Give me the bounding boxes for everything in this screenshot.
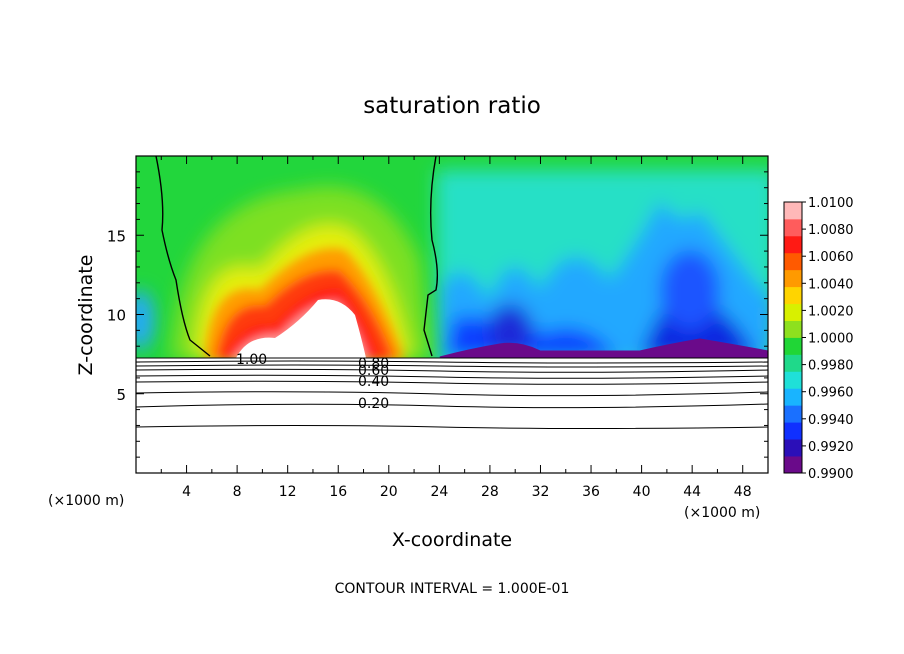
colorbar: 1.0100 1.0080 1.0060 1.0040 1.0020 1.0000 0.99…	[783, 196, 854, 482]
colorbar-swatch	[784, 456, 802, 474]
colorbar-label: 1.0100	[808, 196, 854, 211]
colorbar-label: 1.0060	[808, 250, 854, 265]
x-unit-left: (×1000 m)	[48, 493, 124, 509]
colorbar-swatch	[784, 218, 802, 237]
colorbar-swatch	[784, 371, 802, 389]
heatmap-field	[136, 156, 768, 473]
colorbar-label: 0.9940	[808, 413, 854, 428]
colorbar-label: 0.9920	[808, 440, 854, 455]
colorbar-swatch	[784, 422, 802, 440]
colorbar-swatch	[784, 354, 802, 372]
colorbar-label: 0.9900	[808, 467, 854, 482]
x-tick-label: 20	[380, 484, 398, 500]
colorbar-swatch	[784, 235, 802, 254]
colorbar-swatch	[784, 439, 802, 457]
x-tick-label: 24	[430, 484, 448, 500]
colorbar-swatch	[784, 202, 802, 220]
colorbar-swatch	[784, 303, 802, 321]
contour-label: 0.20	[358, 396, 389, 412]
x-tick-label: 48	[734, 484, 752, 500]
colorbar-swatch	[784, 320, 802, 338]
colorbar-swatch	[784, 405, 802, 423]
colorbar-label: 1.0000	[808, 332, 854, 347]
x-tick-label: 40	[633, 484, 651, 500]
y-tick-label: 10	[107, 307, 126, 325]
x-axis-label: X-coordinate	[392, 529, 512, 551]
x-tick-label: 8	[233, 484, 242, 500]
contour-label: 1.00	[236, 352, 267, 368]
colorbar-label: 0.9980	[808, 359, 854, 374]
x-unit-right: (×1000 m)	[684, 505, 760, 521]
x-axis-ticks: 4 8 12 16 20 24 28 32 36 40 44 48	[160, 156, 752, 500]
colorbar-swatch	[784, 388, 802, 406]
x-tick-label: 36	[582, 484, 600, 500]
colorbar-label: 1.0080	[808, 223, 854, 238]
x-tick-label: 32	[532, 484, 550, 500]
contour-label: 0.40	[358, 374, 389, 390]
colorbar-label: 0.9960	[808, 386, 854, 401]
contour-label: 0.80	[358, 356, 389, 372]
x-tick-label: 44	[683, 484, 701, 500]
colorbar-swatch	[784, 286, 802, 305]
x-tick-label: 16	[329, 484, 347, 500]
colorbar-swatch	[784, 269, 802, 288]
x-tick-label: 28	[481, 484, 499, 500]
colorbar-label: 1.0040	[808, 277, 854, 292]
y-axis-label: Z-coordinate	[75, 255, 97, 376]
colorbar-swatch	[784, 337, 802, 355]
y-axis-ticks: 5 10 15	[107, 171, 768, 458]
contour-interval-note: CONTOUR INTERVAL = 1.000E-01	[335, 581, 570, 597]
contour-labels: 1.00 0.800.600.40 0.20	[236, 352, 389, 412]
x-tick-label: 4	[182, 484, 191, 500]
colorbar-label: 1.0020	[808, 304, 854, 319]
chart-title: saturation ratio	[363, 93, 541, 119]
y-tick-label: 5	[116, 386, 126, 404]
x-tick-label: 12	[279, 484, 297, 500]
y-tick-label: 15	[107, 227, 126, 245]
contour-label: 0.60	[358, 363, 389, 379]
colorbar-swatch	[784, 252, 802, 271]
